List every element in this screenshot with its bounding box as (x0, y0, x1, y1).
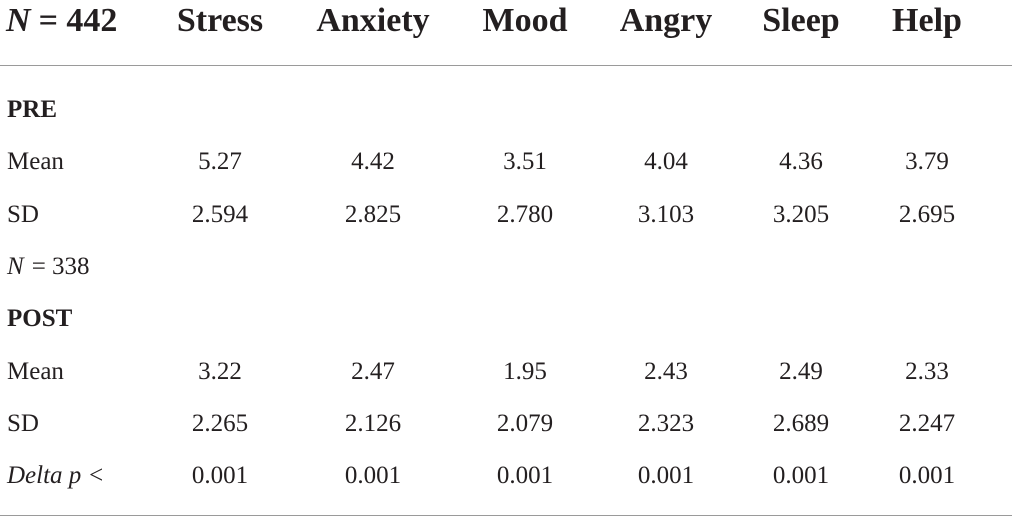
value-cell: 2.126 (344, 409, 402, 437)
corner-italic: N (6, 2, 31, 39)
value-cell: 2.265 (191, 409, 249, 437)
value-cell: 0.001 (772, 462, 830, 490)
value-cell: 3.79 (905, 148, 949, 176)
column-header: Angry (619, 2, 713, 39)
value-cell: 3.205 (772, 200, 830, 228)
value-cell: 2.49 (779, 357, 823, 385)
row-label-rest: = 338 (31, 252, 90, 280)
row-label: SD (7, 200, 39, 228)
value-cell: 3.22 (198, 357, 242, 385)
value-cell: 4.36 (779, 148, 823, 176)
column-header: Anxiety (316, 2, 430, 39)
row-label-italic: N (7, 252, 24, 280)
column-header: Mood (482, 2, 568, 39)
value-cell: 0.001 (637, 462, 695, 490)
value-cell: 2.594 (191, 200, 249, 228)
value-cell: 2.323 (637, 409, 695, 437)
value-cell: 2.33 (905, 357, 949, 385)
value-cell: 2.780 (496, 200, 554, 228)
value-cell: 0.001 (191, 462, 249, 490)
value-cell: 2.825 (344, 200, 402, 228)
row-label: N = 338 (7, 254, 90, 279)
value-cell: 0.001 (344, 462, 402, 490)
section-label: POST (7, 305, 73, 333)
bottom-rule (0, 515, 1012, 516)
value-cell: 4.42 (351, 148, 395, 176)
value-cell: 3.103 (637, 200, 695, 228)
value-cell: 1.95 (503, 357, 547, 385)
value-cell: 0.001 (496, 462, 554, 490)
value-cell: 2.695 (898, 200, 956, 228)
row-label: SD (7, 409, 39, 437)
value-cell: 2.079 (496, 409, 554, 437)
row-label: Delta p < (7, 462, 105, 490)
column-header: Help (892, 2, 962, 39)
corner-header: N = 442 (6, 4, 117, 38)
value-cell: 3.51 (503, 148, 547, 176)
corner-rest: = 442 (38, 2, 118, 39)
value-cell: 2.689 (772, 409, 830, 437)
row-label: Mean (7, 148, 64, 176)
section-label: PRE (7, 96, 57, 123)
value-cell: 2.47 (351, 357, 395, 385)
value-cell: 5.27 (198, 148, 242, 176)
value-cell: 2.43 (644, 357, 688, 385)
value-cell: 4.04 (644, 148, 688, 176)
value-cell: 2.247 (898, 409, 956, 437)
header-rule (0, 65, 1012, 66)
value-cell: 0.001 (898, 462, 956, 490)
row-label: Mean (7, 357, 64, 385)
column-header: Sleep (762, 2, 840, 39)
column-header: Stress (176, 2, 264, 39)
